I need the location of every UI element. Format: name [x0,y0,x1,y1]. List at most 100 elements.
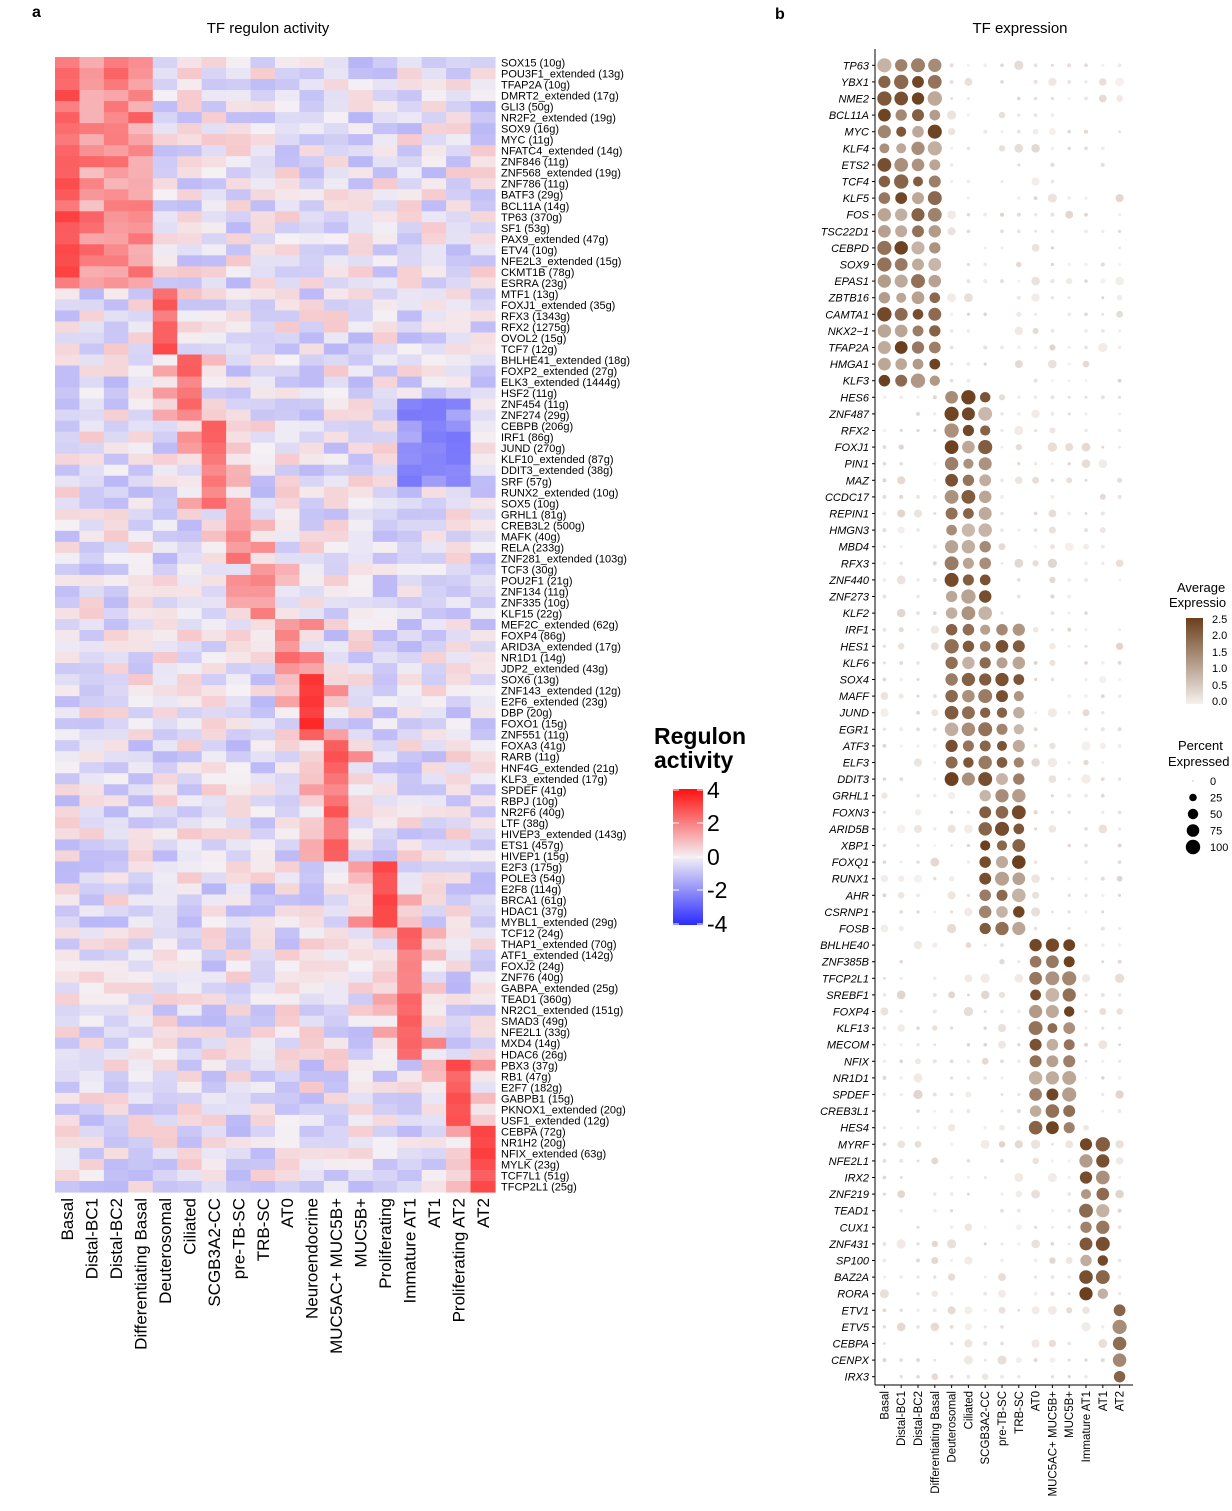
heatmap-row-label: NR1D1 (14g) [501,653,566,665]
dotplot-dot [1032,626,1039,633]
dotplot-dot [912,75,924,88]
heatmap-cell [397,652,423,664]
heatmap-cell [250,1180,276,1193]
heatmap-cell [226,431,252,444]
dotplot-gene-label: ETS2 [841,160,869,172]
heatmap-cell [323,1114,349,1127]
dotplot-dot [1096,1220,1110,1234]
dotplot-dot [1034,827,1038,831]
heatmap-cell [421,123,447,135]
heatmap-cell [275,1114,301,1127]
dotplot-dot [1031,177,1040,186]
heatmap-cell [275,398,301,411]
heatmap-cell [79,850,105,863]
heatmap-cell [470,762,496,774]
heatmap-cell [79,1169,105,1182]
dotplot-dot [1033,395,1038,400]
heatmap-cell [397,475,423,488]
heatmap-cell [226,894,252,907]
heatmap-cell [55,1059,81,1072]
heatmap-row-label: IRF1 (86g) [501,432,554,444]
heatmap-cell [348,530,374,543]
dotplot-dot [1118,213,1122,217]
dotplot-dot [898,693,904,699]
heatmap-cell [250,982,276,995]
heatmap-cell [79,1092,105,1105]
heatmap-cell [103,751,129,763]
heatmap-cell [128,200,154,212]
heatmap-cell [55,696,81,708]
dotplot-dot [899,976,903,980]
heatmap-cell [250,310,276,323]
dotplot-dot [1049,742,1056,750]
heatmap-cell [446,541,472,554]
size-legend-label: 75 [1210,826,1222,838]
heatmap-cell [372,486,398,499]
heatmap-cell [201,365,227,378]
heatmap-row-label: GABPA_extended (25g) [501,983,618,995]
dotplot-gene-label: REPIN1 [829,509,869,521]
heatmap-cell [275,1015,301,1028]
dotplot-dot [947,128,956,136]
heatmap-cell [348,541,374,554]
heatmap-cell [323,916,349,929]
dotplot-dot [978,905,992,919]
heatmap-cell [201,376,227,389]
dotplot-dot [1079,1287,1093,1301]
heatmap-cell [226,817,252,829]
dotplot-dot [932,577,937,582]
heatmap-cell [323,497,349,510]
dotplot-dot [1098,342,1108,353]
dotplot-dot [933,1192,937,1196]
heatmap-cell [397,641,423,653]
heatmap-row-label: FOXJ2 (24g) [501,961,564,973]
heatmap-cell [323,652,349,664]
heatmap-cell [177,839,203,851]
dotplot-dot [996,889,1008,901]
dotplot-dot [1084,993,1088,997]
heatmap-cell [372,1136,398,1149]
heatmap-cell [128,883,154,896]
dotplot-dot [1048,359,1057,369]
heatmap-cell [79,299,105,312]
heatmap-cell [421,266,447,278]
dotplot-dot [945,623,958,636]
dotplot-gene-label: NFE2L1 [829,1156,869,1168]
dotplot-dot [1031,409,1040,419]
heatmap-cell [103,475,129,488]
dotplot-dot [947,110,957,120]
dotplot-dot [983,1358,987,1362]
heatmap-cell [421,927,447,940]
heatmap-cell [397,894,423,907]
heatmap-cell [275,475,301,488]
dotplot-dot [1031,1306,1040,1315]
heatmap-row-label: FOXA3 (41g) [501,741,566,753]
heatmap-cell [250,552,276,565]
dotplot-dot [979,541,991,553]
heatmap-cell [128,938,154,951]
heatmap-cell [397,343,423,356]
heatmap-cell [128,685,154,697]
heatmap-cell [470,409,496,422]
dotplot-dot [979,640,991,652]
dotplot-dot [963,824,973,834]
heatmap-row-label: TFCP2L1 (25g) [501,1181,577,1193]
dotplot-dot [882,594,887,599]
heatmap-cell [55,1081,81,1094]
heatmap-cell [397,784,423,796]
heatmap-cell [323,244,349,256]
heatmap-cell [250,927,276,940]
heatmap-cell [128,57,154,69]
dotplot-dot [927,191,942,206]
heatmap-cell [201,222,227,234]
heatmap-cell [397,354,423,367]
heatmap-cell [446,982,472,995]
heatmap-cell [397,508,423,521]
heatmap-cell [128,585,154,598]
heatmap-cell [446,795,472,807]
dotplot-dot [1115,1189,1124,1199]
heatmap-cell [55,1004,81,1017]
heatmap-row-label: JUND (270g) [501,443,565,455]
heatmap-cell [226,387,252,400]
dotplot-dot [894,74,909,90]
